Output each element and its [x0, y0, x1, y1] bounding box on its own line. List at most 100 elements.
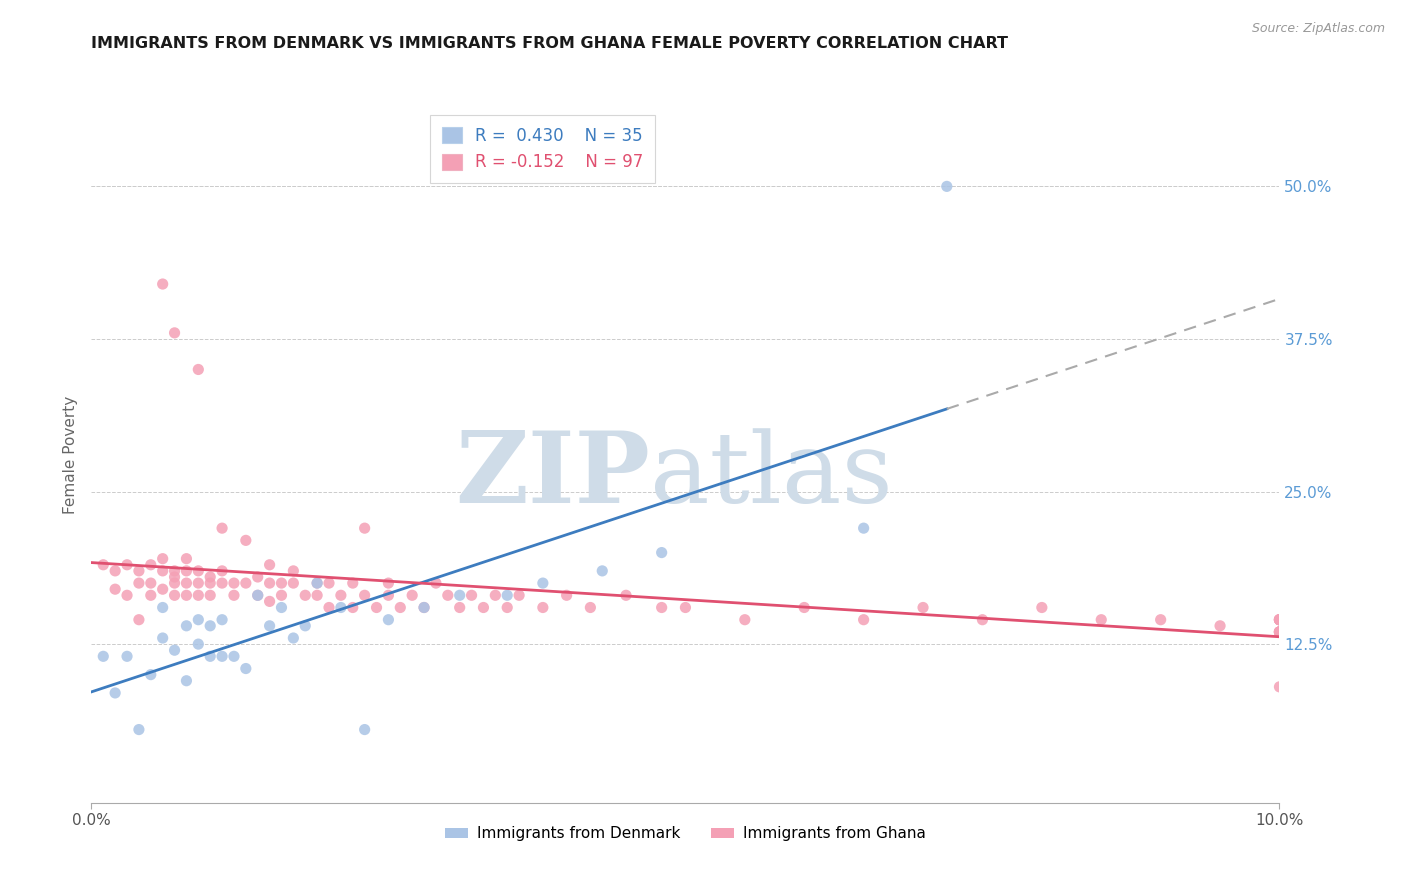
- Point: [377, 576, 399, 591]
- Point: [1209, 619, 1232, 633]
- Point: [211, 613, 233, 627]
- Point: [152, 631, 174, 645]
- Point: [235, 576, 257, 591]
- Point: [283, 631, 305, 645]
- Point: [91, 558, 114, 572]
- Point: [91, 649, 114, 664]
- Point: [211, 564, 233, 578]
- Point: [176, 673, 198, 688]
- Point: [734, 613, 756, 627]
- Point: [425, 576, 447, 591]
- Point: [176, 564, 198, 578]
- Point: [200, 570, 222, 584]
- Point: [187, 637, 209, 651]
- Point: [152, 582, 174, 597]
- Point: [579, 600, 602, 615]
- Point: [235, 533, 257, 548]
- Point: [163, 588, 186, 602]
- Point: [163, 576, 186, 591]
- Point: [793, 600, 815, 615]
- Point: [1090, 613, 1112, 627]
- Point: [283, 564, 305, 578]
- Point: [246, 588, 269, 602]
- Point: [1031, 600, 1053, 615]
- Point: [259, 619, 281, 633]
- Point: [115, 588, 138, 602]
- Point: [259, 594, 281, 608]
- Point: [449, 588, 471, 602]
- Point: [115, 558, 138, 572]
- Point: [211, 649, 233, 664]
- Point: [353, 723, 375, 737]
- Point: [1268, 680, 1291, 694]
- Point: [211, 521, 233, 535]
- Point: [270, 576, 292, 591]
- Point: [591, 564, 613, 578]
- Point: [673, 600, 696, 615]
- Point: [531, 576, 554, 591]
- Point: [222, 576, 245, 591]
- Point: [128, 564, 150, 578]
- Point: [139, 588, 162, 602]
- Point: [342, 576, 364, 591]
- Point: [318, 576, 340, 591]
- Point: [152, 551, 174, 566]
- Point: [176, 619, 198, 633]
- Point: [852, 613, 875, 627]
- Point: [163, 570, 186, 584]
- Point: [115, 649, 138, 664]
- Point: [1268, 613, 1291, 627]
- Point: [128, 576, 150, 591]
- Point: [496, 600, 519, 615]
- Point: [1268, 624, 1291, 639]
- Point: [651, 545, 673, 559]
- Y-axis label: Female Poverty: Female Poverty: [62, 396, 77, 514]
- Point: [1268, 613, 1291, 627]
- Point: [329, 600, 352, 615]
- Point: [200, 649, 222, 664]
- Point: [294, 588, 316, 602]
- Point: [472, 600, 495, 615]
- Text: ZIP: ZIP: [456, 427, 650, 524]
- Point: [104, 686, 127, 700]
- Point: [1149, 613, 1171, 627]
- Point: [128, 613, 150, 627]
- Point: [235, 661, 257, 675]
- Point: [163, 326, 186, 340]
- Point: [163, 643, 186, 657]
- Point: [139, 576, 162, 591]
- Point: [270, 588, 292, 602]
- Point: [259, 576, 281, 591]
- Point: [329, 588, 352, 602]
- Point: [163, 564, 186, 578]
- Point: [651, 600, 673, 615]
- Point: [1268, 613, 1291, 627]
- Point: [246, 570, 269, 584]
- Point: [911, 600, 934, 615]
- Point: [353, 588, 375, 602]
- Legend: Immigrants from Denmark, Immigrants from Ghana: Immigrants from Denmark, Immigrants from…: [439, 820, 932, 847]
- Point: [1268, 624, 1291, 639]
- Point: [187, 576, 209, 591]
- Point: [389, 600, 412, 615]
- Point: [377, 613, 399, 627]
- Point: [1268, 613, 1291, 627]
- Point: [200, 588, 222, 602]
- Point: [852, 521, 875, 535]
- Point: [222, 649, 245, 664]
- Point: [259, 558, 281, 572]
- Text: Source: ZipAtlas.com: Source: ZipAtlas.com: [1251, 22, 1385, 36]
- Point: [508, 588, 530, 602]
- Point: [187, 588, 209, 602]
- Point: [377, 588, 399, 602]
- Point: [436, 588, 458, 602]
- Point: [187, 564, 209, 578]
- Point: [496, 588, 519, 602]
- Point: [152, 277, 174, 291]
- Point: [1268, 624, 1291, 639]
- Point: [176, 551, 198, 566]
- Point: [283, 576, 305, 591]
- Point: [211, 576, 233, 591]
- Point: [307, 576, 329, 591]
- Point: [531, 600, 554, 615]
